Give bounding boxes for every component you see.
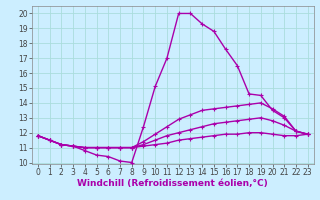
X-axis label: Windchill (Refroidissement éolien,°C): Windchill (Refroidissement éolien,°C) <box>77 179 268 188</box>
